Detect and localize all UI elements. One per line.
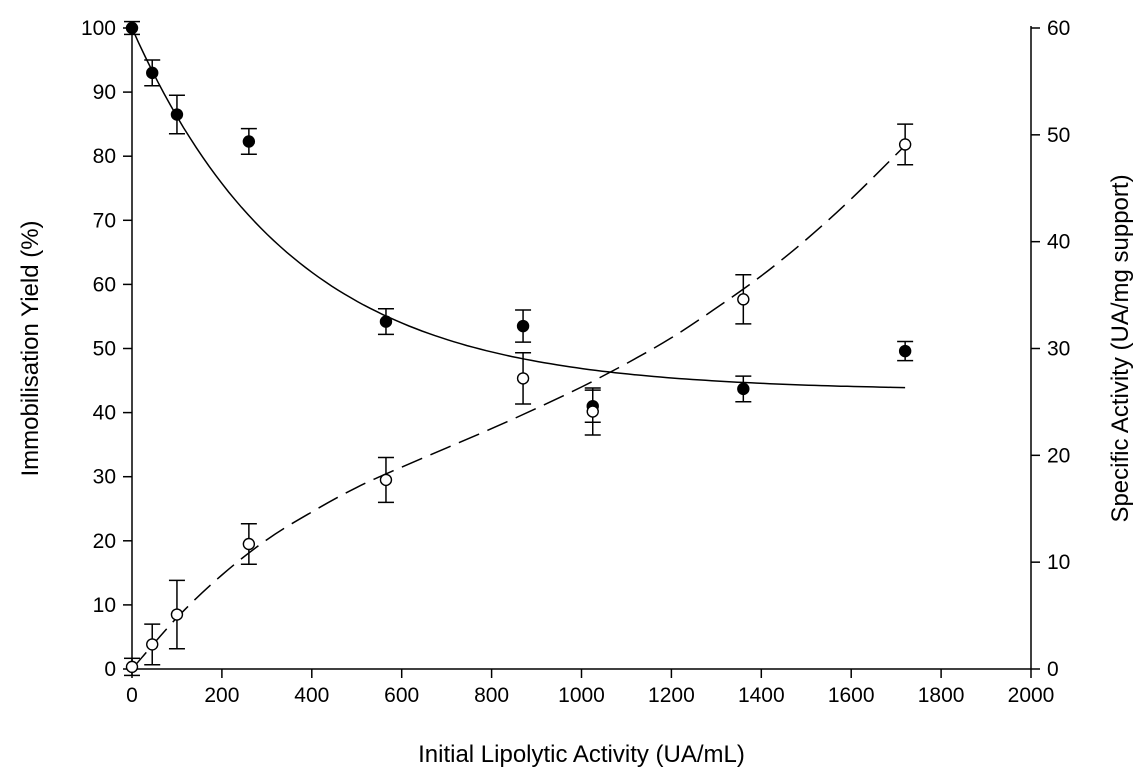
filled-marker: [125, 21, 139, 35]
open-marker: [516, 372, 530, 385]
data-points: [124, 20, 914, 677]
specific-activity-point: [144, 623, 161, 666]
specific-activity-point: [124, 657, 140, 677]
right-y-tick-label: 60: [1047, 17, 1070, 40]
x-tick-label: 1400: [738, 684, 785, 707]
x-axis-title: Initial Lipolytic Activity (UA/mL): [418, 741, 745, 768]
specific-activity-point: [168, 579, 185, 650]
plot-area: [131, 26, 1032, 670]
left-y-tick-label: 60: [93, 273, 116, 296]
x-tick-label: 1000: [558, 684, 605, 707]
right-y-tick-label: 0: [1047, 658, 1059, 681]
left-y-tick-label: 70: [93, 209, 116, 232]
open-marker: [125, 660, 139, 674]
yield-point: [377, 308, 394, 336]
right-y-tick-label: 40: [1047, 231, 1070, 254]
x-tick-label: 1800: [918, 684, 965, 707]
right-y-tick-label: 30: [1047, 338, 1070, 361]
yield-point: [240, 127, 257, 156]
yield-point: [897, 340, 914, 362]
right-y-axis-title: Specific Activity (UA/mg support): [1107, 174, 1134, 522]
specific-activity-point: [735, 274, 752, 325]
right-y-tick-label: 20: [1047, 444, 1070, 467]
x-tick-label: 2000: [1008, 684, 1055, 707]
open-marker: [146, 638, 159, 651]
left-y-axis-title: Immobilisation Yield (%): [17, 220, 44, 476]
x-tick-label: 1600: [828, 684, 875, 707]
x-tick-label: 800: [474, 684, 509, 707]
specific-activity-point: [897, 123, 914, 166]
x-tick-label: 0: [126, 684, 138, 707]
left-y-tick-label: 90: [93, 81, 116, 104]
yield-point: [735, 375, 752, 403]
filled-marker: [379, 315, 393, 328]
open-marker: [379, 473, 393, 487]
right-y-tick-label: 10: [1047, 551, 1070, 574]
filled-marker: [242, 135, 256, 148]
open-marker: [170, 608, 184, 621]
specific-activity-fit-curve: [131, 144, 906, 670]
specific-activity-point: [377, 456, 394, 504]
filled-marker: [170, 108, 184, 121]
specific-activity-point: [240, 522, 257, 566]
fit-curves: [131, 27, 906, 670]
open-marker: [898, 138, 912, 151]
filled-marker: [898, 344, 912, 358]
open-marker: [586, 405, 599, 418]
yield-point: [144, 59, 161, 87]
filled-marker: [146, 66, 159, 80]
yield-point: [124, 20, 140, 36]
left-y-tick-label: 10: [93, 594, 116, 617]
specific-activity-point: [584, 387, 601, 436]
x-tick-label: 200: [204, 684, 239, 707]
open-marker: [737, 293, 750, 306]
right-y-tick-label: 50: [1047, 124, 1070, 147]
left-y-tick-label: 80: [93, 145, 116, 168]
ticks: 0 200 400 600 800 1000 1200 1400 1600 1800 2000010…: [81, 17, 1070, 707]
x-tick-label: 600: [384, 684, 419, 707]
yield-point: [515, 309, 532, 343]
filled-marker: [737, 382, 750, 396]
left-y-tick-label: 0: [104, 658, 116, 681]
specific-activity-point: [515, 352, 532, 405]
x-tick-label: 400: [294, 684, 329, 707]
left-y-tick-label: 30: [93, 466, 116, 489]
x-tick-label: 1200: [648, 684, 695, 707]
left-y-tick-label: 20: [93, 530, 116, 553]
left-y-tick-label: 40: [93, 402, 116, 425]
yield-fit-curve: [131, 27, 906, 389]
open-marker: [242, 537, 256, 551]
filled-marker: [516, 319, 530, 333]
left-y-tick-label: 50: [93, 338, 116, 361]
left-y-tick-label: 100: [81, 17, 116, 40]
yield-point: [168, 94, 185, 135]
